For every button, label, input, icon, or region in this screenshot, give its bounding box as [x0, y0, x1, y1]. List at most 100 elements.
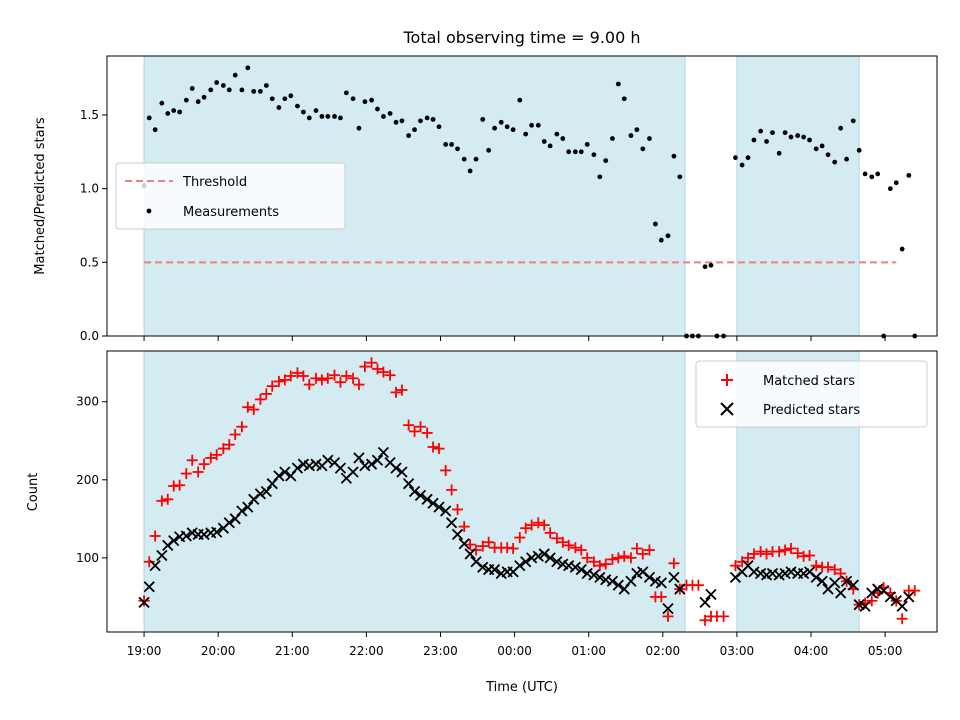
x-tick-label: 20:00	[201, 644, 236, 658]
matched-star-point	[217, 443, 229, 455]
predicted-star-point	[396, 466, 408, 478]
measurement-point	[276, 105, 282, 110]
top-y-axis-label: Matched/Predicted stars	[33, 117, 48, 275]
matched-star-point	[156, 495, 168, 507]
matched-star-point	[835, 567, 847, 579]
measurement-point	[480, 116, 486, 122]
matched-star-point	[403, 419, 415, 431]
measurement-point	[647, 136, 652, 141]
measurement-point	[295, 103, 300, 109]
measurement-points	[141, 65, 918, 339]
bottom-y-tick-label: 300	[76, 395, 99, 409]
measurement-point	[665, 233, 671, 239]
predicted-star-point	[538, 548, 550, 560]
measurement-point	[177, 109, 183, 115]
predicted-star-point	[322, 454, 334, 466]
matched-star-point	[297, 370, 309, 382]
predicted-star-point	[260, 485, 272, 498]
measurement-point	[338, 115, 343, 121]
matched-star-point	[291, 367, 303, 379]
matched-star-point	[347, 372, 359, 384]
predicted-star-point	[236, 505, 248, 517]
matched-star-point	[470, 544, 482, 556]
matched-star-point	[631, 542, 643, 554]
matched-star-point	[538, 519, 550, 531]
matched-star-point	[668, 557, 680, 569]
measurement-point	[263, 83, 269, 88]
predicted-star-point	[810, 571, 822, 583]
matched-star-point	[692, 579, 704, 591]
matched-star-point	[192, 466, 204, 478]
measurement-point	[146, 115, 152, 121]
matched-star-point	[464, 539, 476, 551]
matched-star-point	[446, 484, 458, 496]
matched-legend-label: Matched stars	[763, 374, 855, 389]
measurement-point	[887, 186, 893, 192]
measurement-point	[671, 153, 677, 159]
predicted-star-point	[334, 462, 347, 474]
measurement-point	[801, 134, 807, 140]
measurement-point	[369, 97, 374, 103]
measurements-legend-label: Measurements	[183, 205, 279, 220]
measurement-point	[739, 162, 745, 168]
measurement-point	[436, 124, 442, 130]
measurement-point	[869, 174, 875, 180]
matched-star-point	[303, 379, 315, 391]
matched-star-point	[149, 530, 161, 542]
measurement-point	[776, 150, 782, 156]
measurement-point	[418, 118, 423, 124]
measurement-point	[343, 90, 349, 96]
measurement-point	[764, 139, 769, 144]
measurement-point	[708, 262, 714, 268]
measurement-point	[189, 86, 195, 91]
measurement-point	[375, 106, 380, 112]
measurement-point	[733, 155, 738, 161]
predicted-star-point	[414, 489, 427, 502]
matched-stars-points	[138, 357, 921, 626]
predicted-star-point	[705, 588, 717, 601]
matched-star-point	[285, 370, 297, 382]
matched-star-point	[211, 449, 223, 461]
predicted-star-point	[421, 493, 433, 505]
matched-star-point	[804, 550, 816, 562]
predicted-star-point	[896, 600, 908, 612]
measurement-point	[702, 264, 708, 270]
matched-star-point	[229, 429, 241, 441]
matched-star-point	[662, 610, 674, 622]
measurement-point	[269, 96, 275, 102]
predicted-legend-label: Predicted stars	[763, 403, 860, 418]
x-tick-label: 00:00	[497, 644, 532, 658]
predicted-star-point	[211, 526, 223, 538]
matched-star-point	[625, 552, 637, 564]
bottom-y-ticks: 100 200 300	[76, 395, 107, 565]
measurement-point	[430, 116, 436, 122]
predicted-star-point	[156, 549, 168, 562]
measurement-point	[658, 237, 664, 243]
measurement-point	[288, 93, 294, 99]
predicted-star-point	[588, 569, 600, 581]
predicted-star-point	[143, 581, 155, 593]
top-shaded-interval-1	[736, 55, 860, 337]
predicted-star-point	[488, 563, 501, 576]
predicted-star-point	[451, 528, 464, 541]
matched-star-point	[329, 369, 341, 381]
measurement-point	[838, 125, 844, 131]
predicted-star-point	[402, 478, 415, 490]
top-y-tick-label: 1.5	[80, 108, 99, 122]
x-tick-label: 22:00	[349, 644, 384, 658]
predicted-star-point	[785, 566, 797, 578]
predicted-star-point	[303, 460, 315, 472]
measurement-point	[634, 127, 640, 133]
measurement-point	[486, 147, 492, 153]
matched-star-point	[433, 443, 445, 455]
x-tick-label: 03:00	[720, 644, 755, 658]
predicted-star-point	[390, 462, 402, 474]
matched-star-point	[594, 560, 606, 572]
measurement-point	[152, 127, 158, 133]
predicted-star-point	[866, 587, 878, 599]
x-tick-label: 21:00	[275, 644, 310, 658]
matched-star-point	[866, 595, 878, 607]
matched-star-point	[414, 421, 426, 433]
predicted-star-point	[371, 454, 384, 466]
top-y-tick-label: 0.5	[80, 255, 99, 269]
